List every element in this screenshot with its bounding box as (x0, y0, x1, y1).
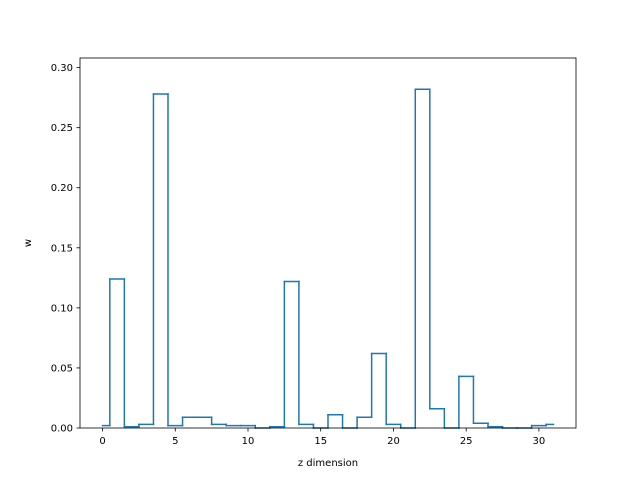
x-tick-label: 15 (314, 436, 327, 447)
x-tick-label: 0 (99, 436, 105, 447)
x-tick-label: 30 (533, 436, 546, 447)
step-series (101, 88, 555, 429)
x-axis-ticks: 0 5 10 15 20 25 30 (99, 428, 545, 447)
y-axis-ticks: 0.00 0.05 0.10 0.15 0.20 0.25 0.30 (51, 63, 80, 435)
y-tick-label: 0.30 (51, 63, 73, 74)
y-tick-label: 0.00 (51, 424, 73, 435)
y-tick-label: 0.15 (51, 243, 73, 254)
y-tick-label: 0.05 (51, 363, 73, 374)
x-tick-label: 20 (387, 436, 400, 447)
y-tick-label: 0.20 (51, 183, 73, 194)
x-tick-label: 10 (242, 436, 255, 447)
y-axis-label: w (23, 239, 34, 247)
x-tick-label: 25 (460, 436, 473, 447)
x-axis-label: z dimension (298, 458, 358, 469)
plot-frame (79, 57, 577, 429)
plot-area (80, 58, 576, 428)
x-tick-label: 5 (172, 436, 178, 447)
y-tick-label: 0.25 (51, 123, 73, 134)
y-tick-label: 0.10 (51, 303, 73, 314)
